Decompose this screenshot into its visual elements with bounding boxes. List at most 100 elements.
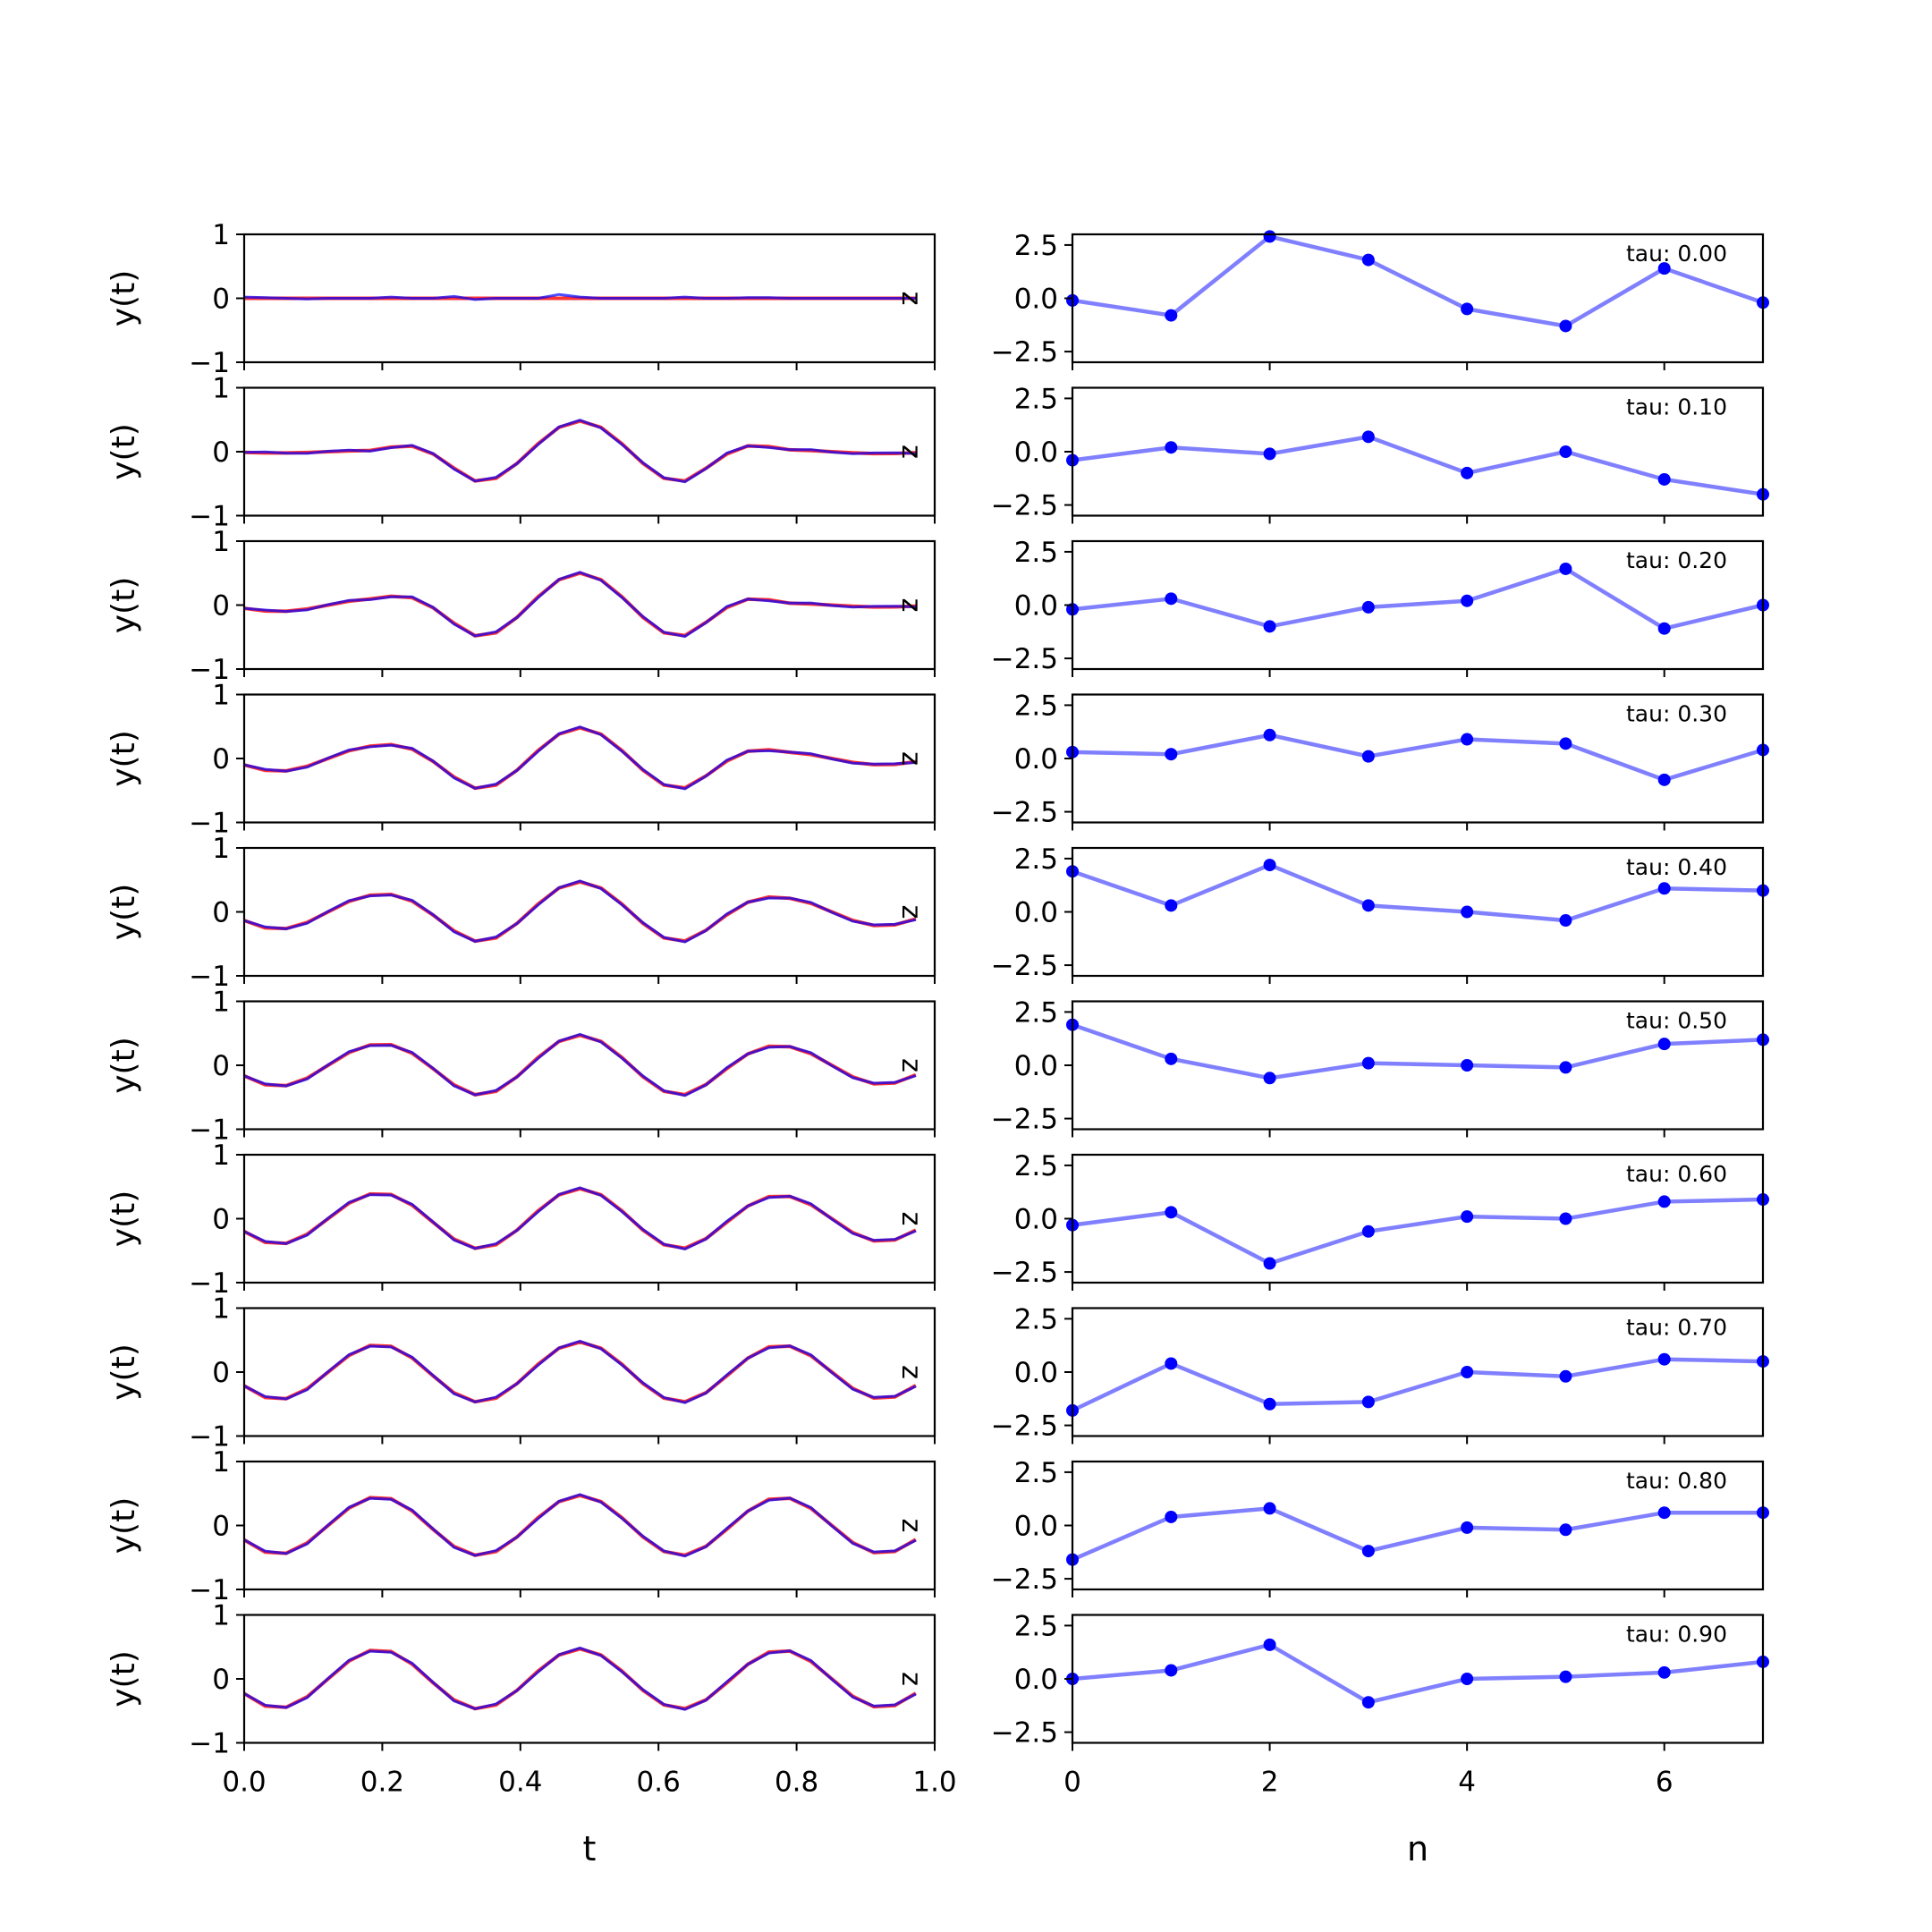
- left-side-label-6: z: [895, 1212, 927, 1226]
- right-series-line-5: [1072, 1022, 1764, 1080]
- right-marker-8-3: [1361, 1545, 1375, 1558]
- right-marker-0-1: [1165, 309, 1178, 322]
- left-ytick-label-8: −1: [189, 1574, 230, 1606]
- right-marker-3-2: [1263, 728, 1276, 741]
- left-ylabel-2: y(t): [106, 577, 142, 634]
- left-ytick-label-2: −1: [189, 654, 230, 686]
- right-ytick-label-7: 0.0: [1014, 1357, 1058, 1389]
- left-ytick-label-2: 0: [212, 590, 230, 623]
- right-marker-5-3: [1361, 1056, 1375, 1070]
- right-marker-8-5: [1559, 1523, 1572, 1537]
- tau-label-2: tau: 0.20: [1626, 547, 1727, 573]
- right-ytick-label-4: 2.5: [1014, 843, 1058, 876]
- right-marker-4-1: [1165, 899, 1178, 912]
- left-panel-bg-6: [244, 1155, 935, 1283]
- left-panel-bg-8: [244, 1462, 935, 1589]
- left-ytick-label-8: 0: [212, 1511, 230, 1543]
- right-ytick-label-3: 2.5: [1014, 690, 1058, 722]
- right-marker-6-4: [1461, 1210, 1474, 1224]
- left-prediction-line-6: [243, 1186, 917, 1251]
- right-marker-3-3: [1361, 750, 1375, 763]
- right-marker-6-1: [1165, 1206, 1178, 1219]
- right-marker-4-5: [1559, 914, 1572, 928]
- tau-label-5: tau: 0.50: [1626, 1008, 1727, 1034]
- tau-label-4: tau: 0.40: [1626, 854, 1727, 880]
- left-prediction-line-5: [243, 1032, 917, 1097]
- right-marker-7-6: [1657, 1352, 1671, 1366]
- tau-label-1: tau: 0.10: [1626, 394, 1727, 420]
- right-ytick-label-8: 0.0: [1014, 1511, 1058, 1543]
- left-ytick-label-0: 1: [212, 219, 230, 251]
- left-side-label-3: z: [895, 751, 927, 766]
- left-ytick-label-5: −1: [189, 1114, 230, 1147]
- right-marker-9-5: [1559, 1670, 1572, 1683]
- left-ytick-label-1: 0: [212, 436, 230, 469]
- right-ytick-label-1: −2.5: [991, 490, 1058, 522]
- left-ytick-label-8: 1: [212, 1446, 230, 1479]
- left-panel-bg-5: [244, 1001, 935, 1130]
- right-marker-7-2: [1263, 1397, 1276, 1411]
- right-marker-7-1: [1165, 1357, 1178, 1370]
- right-ytick-label-0: 0.0: [1014, 284, 1058, 316]
- left-ytick-label-9: −1: [189, 1728, 230, 1760]
- tau-label-6: tau: 0.60: [1626, 1161, 1727, 1187]
- left-side-label-7: z: [895, 1365, 927, 1379]
- right-marker-8-1: [1165, 1510, 1178, 1523]
- right-ytick-label-5: 0.0: [1014, 1050, 1058, 1082]
- left-xlabel: t: [583, 1829, 597, 1868]
- left-ytick-label-9: 0: [212, 1664, 230, 1696]
- right-marker-9-4: [1461, 1673, 1474, 1685]
- left-xtick-label: 0.4: [498, 1767, 542, 1799]
- tau-label-3: tau: 0.30: [1626, 701, 1727, 727]
- left-panel-bg-3: [244, 694, 935, 823]
- left-ytick-label-1: 1: [212, 373, 230, 405]
- right-series-line-9: [1072, 1642, 1764, 1705]
- right-marker-2-1: [1165, 592, 1178, 606]
- tau-label-9: tau: 0.90: [1626, 1622, 1727, 1648]
- right-ytick-label-2: −2.5: [991, 643, 1058, 675]
- right-ytick-label-4: 0.0: [1014, 897, 1058, 929]
- right-ytick-label-9: 0.0: [1014, 1664, 1058, 1696]
- right-ytick-label-1: 0.0: [1014, 436, 1058, 469]
- left-ytick-label-6: 0: [212, 1204, 230, 1236]
- left-ylabel-9: y(t): [106, 1650, 142, 1707]
- left-panel-bg-7: [244, 1308, 935, 1436]
- left-side-label-8: z: [895, 1519, 927, 1533]
- right-marker-4-4: [1461, 905, 1474, 919]
- right-marker-1-4: [1461, 466, 1474, 479]
- left-ytick-label-7: −1: [189, 1421, 230, 1453]
- left-ytick-label-2: 1: [212, 526, 230, 558]
- right-series-line-8: [1072, 1506, 1763, 1562]
- right-ytick-label-8: −2.5: [991, 1563, 1058, 1596]
- right-marker-1-3: [1361, 430, 1375, 444]
- right-marker-5-2: [1263, 1072, 1276, 1085]
- left-prediction-line-2: [243, 571, 916, 639]
- right-xlabel: n: [1407, 1829, 1428, 1868]
- right-marker-9-1: [1165, 1664, 1178, 1677]
- left-ytick-label-1: −1: [189, 501, 230, 533]
- right-ytick-label-0: 2.5: [1014, 230, 1058, 262]
- left-ytick-label-3: 1: [212, 680, 230, 712]
- left-ylabel-6: y(t): [106, 1191, 142, 1248]
- left-ytick-label-4: −1: [189, 961, 230, 993]
- tau-label-7: tau: 0.70: [1626, 1315, 1727, 1341]
- right-marker-1-1: [1165, 441, 1178, 454]
- right-series-line-4: [1072, 862, 1764, 923]
- right-ytick-label-3: 0.0: [1014, 743, 1058, 775]
- right-ytick-label-7: 2.5: [1014, 1303, 1058, 1335]
- right-marker-3-6: [1657, 773, 1671, 786]
- right-ytick-label-2: 0.0: [1014, 590, 1058, 623]
- right-ytick-label-6: 0.0: [1014, 1204, 1058, 1236]
- right-marker-5-5: [1559, 1061, 1572, 1074]
- right-ytick-label-9: 2.5: [1014, 1610, 1058, 1642]
- right-marker-2-3: [1361, 600, 1375, 614]
- left-ytick-label-4: 0: [212, 897, 230, 929]
- left-ylabel-0: y(t): [106, 270, 142, 327]
- left-prediction-line-7: [243, 1339, 917, 1404]
- right-ytick-label-3: −2.5: [991, 797, 1058, 829]
- right-marker-8-2: [1263, 1502, 1276, 1515]
- left-side-label-9: z: [895, 1672, 927, 1686]
- left-ylabel-5: y(t): [106, 1037, 142, 1094]
- right-xtick-label: 4: [1458, 1767, 1476, 1799]
